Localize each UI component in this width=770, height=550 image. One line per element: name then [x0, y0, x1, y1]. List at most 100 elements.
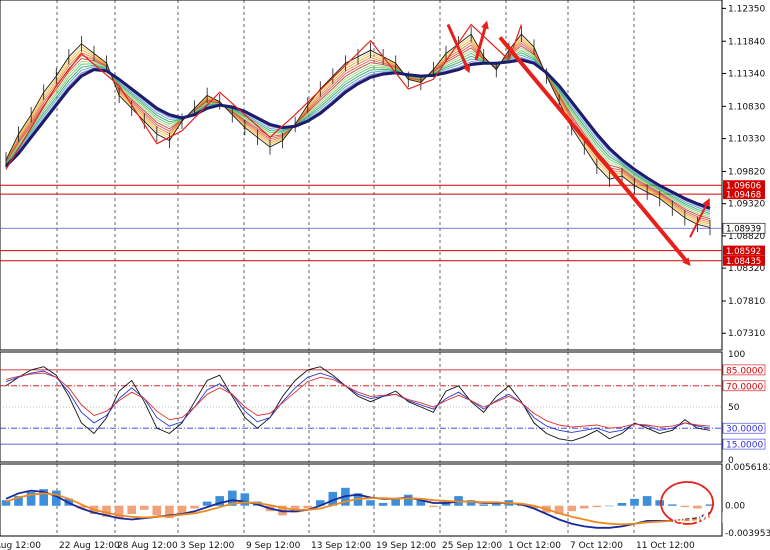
price-badge-label: 1.09468: [726, 191, 761, 201]
macd-histogram-bar: [228, 490, 237, 506]
macd-histogram-bar: [567, 505, 576, 512]
ma-ribbon-line: [5, 50, 711, 216]
price-tick-label: 1.12350: [728, 4, 765, 14]
macd-histogram-bar: [39, 489, 48, 506]
macd-histogram-bar: [705, 504, 715, 506]
macd-tick-label: -0.003953: [725, 529, 770, 539]
macd-histogram-bar: [479, 504, 488, 506]
macd-histogram-bar: [316, 500, 325, 506]
watermark: @TMGM: [672, 511, 735, 527]
macd-histogram-bar: [240, 493, 250, 506]
macd-histogram-bar: [404, 494, 413, 506]
macd-line: [5, 489, 711, 529]
x-tick-label: 28 Aug 12:00: [117, 541, 178, 550]
arrow-up-small: [474, 20, 489, 61]
price-tick-label: 1.11840: [728, 37, 765, 47]
macd-histogram-bar: [693, 505, 702, 509]
price-series: [4, 26, 711, 236]
macd-histogram-bar: [529, 505, 539, 509]
stochastic-tick-label: 50: [728, 403, 740, 413]
macd-histogram-bar: [215, 496, 224, 506]
price-tick-label: 1.09820: [728, 167, 765, 177]
stochastic-tick-label: 0: [728, 456, 734, 466]
macd-histogram-bar: [303, 505, 312, 509]
price-badge: [722, 222, 766, 234]
macd-histogram-bar: [152, 505, 162, 516]
macd-histogram-bar: [77, 505, 86, 509]
stochastic-line: [5, 370, 711, 433]
macd-histogram-bar: [680, 505, 690, 508]
price-levels: [0, 184, 722, 262]
macd-histogram-bar: [177, 505, 187, 514]
macd-histogram-bar: [114, 505, 124, 519]
x-tick-label: 19 Sep 12:00: [376, 541, 436, 550]
macd-tick-label: 0.00: [725, 502, 745, 512]
stochastic-tick-label: 100: [728, 350, 745, 360]
macd-histogram-bar: [668, 504, 677, 506]
slow-moving-average: [4, 58, 711, 210]
arrow-up-bounce: [689, 198, 710, 238]
x-tick-label: 13 Sep 12:00: [311, 541, 371, 550]
macd-histogram-bar: [655, 500, 664, 506]
arrow-down-small: [446, 23, 471, 74]
x-tick-label: 9 Sep 12:00: [246, 541, 301, 550]
price-tick-label: 1.08320: [728, 264, 765, 274]
stochastic-badge: [722, 364, 766, 376]
x-tick-label: 1 Oct 12:00: [508, 541, 561, 550]
stochastic-badge: [722, 422, 766, 434]
stochastic-tick-label: 30.0000: [726, 425, 763, 435]
price-badge-label: 1.08592: [726, 247, 761, 257]
macd-histogram-bar: [127, 505, 136, 514]
red-annotations: [5, 20, 710, 267]
macd-histogram-bar: [190, 505, 199, 509]
macd-histogram-bar: [617, 503, 627, 506]
x-tick-label: 25 Sep 12:00: [442, 541, 502, 550]
macd-histogram-bar: [416, 500, 426, 506]
macd-histogram-bar: [328, 491, 338, 506]
macd-histogram-bar: [630, 498, 639, 506]
price-tick-label: 1.07810: [728, 297, 765, 307]
price-tick-label: 1.09320: [728, 200, 765, 210]
stochastic-line: [5, 366, 711, 442]
macd-axis: 0.0056181 0.00 -0.003953: [725, 463, 770, 539]
macd-histogram-bar: [26, 491, 36, 506]
macd-signal-line: [5, 492, 711, 526]
macd-histogram-bar: [429, 505, 438, 508]
stochastic-tick-label: 85.0000: [726, 366, 763, 376]
x-tick-label: 6 Aug 12:00: [0, 541, 41, 550]
price-badge: [723, 189, 765, 200]
ma-ribbon-line: [5, 54, 711, 213]
stochastic-badge: [722, 438, 766, 450]
stochastic-tick-label: 15.0000: [726, 441, 763, 451]
price-axis: 1.12350 1.11840 1.11340 1.10830 1.10330 1.098…: [722, 4, 765, 339]
macd-histogram-bar: [52, 490, 61, 506]
macd-histogram-bar: [1, 500, 11, 506]
macd-histogram-bar: [554, 505, 564, 514]
macd-histogram-bar: [14, 496, 23, 506]
price-panel: [0, 0, 723, 351]
macd-histogram-bar: [140, 505, 149, 510]
x-tick-label: 22 Aug 12:00: [59, 541, 120, 550]
stochastic-line: [5, 372, 711, 429]
price-badge-label: 1.09606: [726, 182, 761, 192]
macd-histogram-bar: [642, 496, 652, 506]
down-trend-arrow: [498, 36, 691, 267]
price-badge-label: 1.08939: [726, 225, 761, 235]
price-tick-label: 1.10330: [728, 135, 765, 145]
macd-histogram-bar: [592, 505, 602, 508]
macd-histogram-bar: [165, 505, 174, 519]
macd-histogram-bar: [366, 500, 375, 506]
ma-ribbon-line: [5, 47, 711, 218]
price-tick-label: 1.07310: [728, 329, 765, 339]
ma-ribbon-line: [5, 52, 711, 214]
highlight-circle: [660, 481, 714, 525]
macd-histogram-bar: [605, 505, 614, 507]
price-tick-label: 1.10830: [728, 102, 765, 112]
stochastic-series: [5, 366, 711, 442]
x-tick-label: 7 Oct 12:00: [570, 541, 623, 550]
x-tick-label: 3 Sep 12:00: [180, 541, 235, 550]
stochastic-badge: [722, 380, 766, 392]
